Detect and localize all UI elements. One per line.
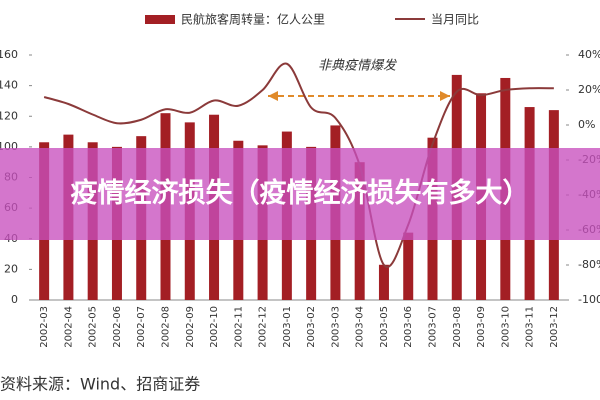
x-tick-label: 2002-09 bbox=[185, 306, 196, 348]
x-tick-label: 2002-11 bbox=[233, 306, 244, 348]
x-tick-label: 2002-05 bbox=[88, 306, 99, 348]
x-tick-label: 2002-03 bbox=[39, 306, 50, 348]
x-tick-label: 2002-12 bbox=[258, 306, 269, 348]
y-tick-label: 120 bbox=[0, 109, 18, 122]
y2-tick-label: 0% bbox=[578, 118, 595, 131]
legend-swatch bbox=[145, 15, 175, 24]
bar bbox=[403, 232, 414, 300]
y2-tick-label: -80% bbox=[578, 258, 600, 271]
y2-tick-label: -100% bbox=[578, 293, 600, 306]
y-tick-label: 160 bbox=[0, 48, 18, 61]
y-tick-label: 20 bbox=[4, 262, 18, 275]
x-tick-label: 2003-09 bbox=[476, 306, 487, 348]
x-tick-label: 2003-12 bbox=[549, 306, 560, 348]
source: 资料来源：Wind、招商证券 bbox=[0, 375, 200, 394]
x-tick-label: 2003-02 bbox=[306, 306, 317, 348]
x-tick-label: 2003-01 bbox=[282, 306, 293, 348]
x-tick-label: 2002-08 bbox=[161, 306, 172, 348]
y-tick-label: 140 bbox=[0, 79, 18, 92]
x-tick-label: 2003-08 bbox=[452, 306, 463, 348]
banner: 疫情经济损失（疫情经济损失有多大） bbox=[0, 148, 600, 240]
y2-tick-label: 20% bbox=[578, 83, 600, 96]
x-tick-label: 2003-03 bbox=[330, 306, 341, 348]
x-tick-label: 2003-05 bbox=[379, 306, 390, 348]
bar bbox=[378, 264, 389, 300]
x-tick-label: 2003-07 bbox=[428, 306, 439, 348]
y-tick-label: 0 bbox=[11, 293, 18, 306]
legend-label: 当月同比 bbox=[431, 13, 479, 27]
line bbox=[43, 62, 554, 268]
x-tick-label: 2003-11 bbox=[525, 306, 536, 348]
annotation: 非典疫情爆发 bbox=[318, 59, 398, 74]
x-tick-label: 2003-04 bbox=[355, 306, 366, 348]
legend-label: 民航旅客周转量：亿人公里 bbox=[181, 12, 325, 27]
x-tick-label: 2002-07 bbox=[136, 306, 147, 348]
y2-tick-label: 40% bbox=[578, 48, 600, 61]
x-tick-label: 2003-10 bbox=[500, 306, 511, 348]
x-tick-label: 2003-06 bbox=[403, 306, 414, 348]
x-tick-label: 2002-04 bbox=[63, 306, 74, 348]
banner-title: 疫情经济损失（疫情经济损失有多大） bbox=[70, 178, 530, 209]
x-tick-label: 2002-10 bbox=[209, 306, 220, 348]
x-tick-label: 2002-06 bbox=[112, 306, 123, 348]
